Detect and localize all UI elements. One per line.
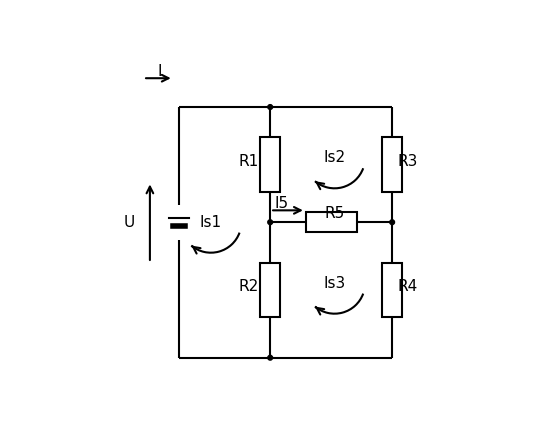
Bar [260,137,280,192]
Text: I5: I5 [275,196,289,211]
Text: Is1: Is1 [200,215,222,230]
Text: I: I [158,64,162,79]
Text: R4: R4 [397,279,417,294]
Text: Is3: Is3 [323,276,346,291]
Text: Is2: Is2 [323,150,346,165]
Bar [382,263,402,317]
Text: R2: R2 [238,279,258,294]
Circle shape [268,105,272,110]
Text: R1: R1 [238,154,258,169]
Text: R5: R5 [324,206,345,221]
Text: U: U [124,215,135,230]
Bar [382,137,402,192]
Bar [260,263,280,317]
Circle shape [268,220,272,224]
Circle shape [268,356,272,360]
Circle shape [390,220,394,224]
Text: R3: R3 [397,154,417,169]
Bar [306,212,357,232]
